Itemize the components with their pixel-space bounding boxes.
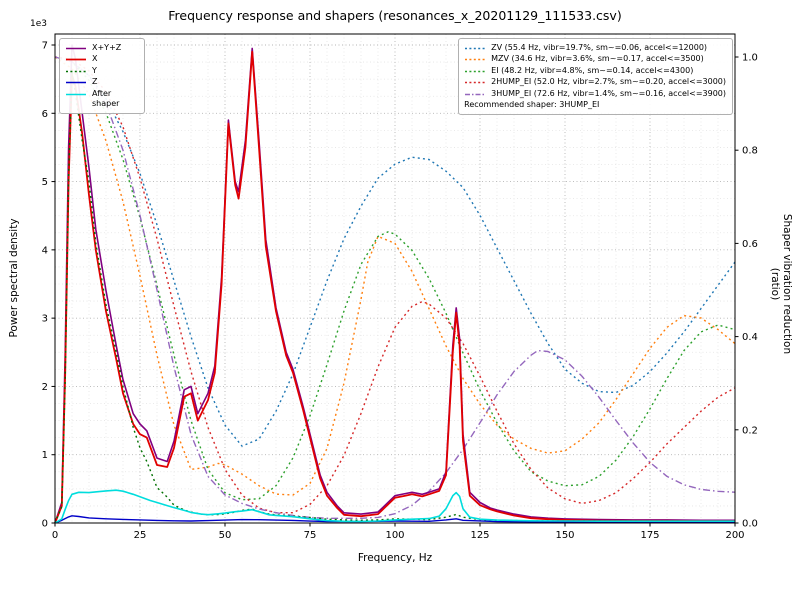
- x-tick-label: 200: [725, 530, 744, 541]
- x-tick-label: 150: [555, 530, 574, 541]
- y-right-tick-label: 0.4: [742, 332, 758, 343]
- series-2hump_ei: [54, 56, 736, 514]
- legend-line-swatch: [465, 59, 486, 61]
- legend-item: X+Y+Z: [65, 43, 138, 53]
- legend-label: Y: [92, 65, 97, 75]
- legend-label: EI (48.2 Hz, vibr=4.8%, sm~=0.14, accel<…: [491, 65, 694, 75]
- x-tick-label: 175: [640, 530, 659, 541]
- legend-item: 3HUMP_EI (72.6 Hz, vibr=1.4%, sm~=0.16, …: [464, 89, 726, 99]
- legend-label: 2HUMP_EI (52.0 Hz, vibr=2.7%, sm~=0.20, …: [491, 77, 726, 87]
- legend-line-swatch: [465, 47, 486, 50]
- legend-item: 2HUMP_EI (52.0 Hz, vibr=2.7%, sm~=0.20, …: [464, 77, 726, 87]
- legend-item: Y: [65, 66, 138, 76]
- y-left-tick-label: 5: [42, 177, 48, 188]
- x-tick-label: 25: [134, 530, 147, 541]
- legend-label: 3HUMP_EI (72.6 Hz, vibr=1.4%, sm~=0.16, …: [491, 88, 726, 98]
- left-axis-offset-label: 1e3: [30, 19, 47, 29]
- legend-label: X+Y+Z: [92, 43, 122, 52]
- legend-item: Z: [65, 77, 138, 87]
- y-right-tick-label: 0.0: [742, 519, 758, 530]
- x-tick-label: 0: [52, 530, 58, 541]
- legend-label: MZV (34.6 Hz, vibr=3.6%, sm~=0.17, accel…: [491, 54, 704, 64]
- x-tick-label: 100: [385, 530, 404, 541]
- y-right-tick-label: 0.2: [742, 425, 758, 436]
- legend-label: Z: [92, 77, 98, 87]
- gridlines-minor: [55, 34, 735, 523]
- y-right-tick-label: 0.6: [742, 239, 758, 250]
- y-left-tick-label: 3: [42, 314, 48, 325]
- legend-line-swatch: [66, 93, 86, 95]
- x-tick-label: 125: [470, 530, 489, 541]
- legend-label: X: [92, 54, 98, 64]
- series-ei: [54, 56, 736, 501]
- series-x: [54, 50, 735, 524]
- y-left-tick-label: 7: [42, 41, 48, 52]
- legend-line-swatch: [465, 70, 486, 72]
- legend-line-swatch: [66, 47, 86, 50]
- y-left-tick-label: 6: [42, 109, 48, 120]
- series-x+y+z: [54, 44, 735, 524]
- legend-line-swatch: [66, 58, 86, 61]
- ticks: [51, 44, 739, 527]
- legend-item: X: [65, 54, 138, 64]
- tick-labels: 0 25 50 75 100 125 150 175 200 0 1 2 3 4 5 6 7 0.0 0.2 0.4 0…: [42, 41, 758, 542]
- series-3hump_ei: [54, 56, 736, 519]
- y-left-tick-label: 1: [42, 450, 48, 461]
- x-axis-label: Frequency, Hz: [357, 552, 433, 564]
- legend-item: EI (48.2 Hz, vibr=4.8%, sm~=0.14, accel<…: [464, 66, 726, 76]
- y-left-tick-label: 0: [42, 519, 48, 530]
- x-tick-label: 75: [304, 530, 317, 541]
- legend-shapers: ZV (55.4 Hz, vibr=19.7%, sm~=0.06, accel…: [458, 38, 733, 116]
- legend-line-swatch: [465, 93, 486, 95]
- legend-note: Recommended shaper: 3HUMP_EI: [464, 99, 600, 109]
- y-right-tick-label: 1.0: [742, 53, 758, 64]
- legend-line-swatch: [465, 81, 486, 84]
- y-left-tick-label: 2: [42, 382, 48, 393]
- legend-item: ZV (55.4 Hz, vibr=19.7%, sm~=0.06, accel…: [464, 43, 726, 53]
- legend-line-swatch: [66, 70, 86, 72]
- series-after-shaper: [54, 489, 735, 524]
- legend-line-swatch: [66, 81, 86, 84]
- legend-label: After shaper: [92, 88, 120, 108]
- x-tick-label: 50: [219, 530, 232, 541]
- y-left-tick-label: 4: [42, 245, 48, 256]
- legend-psd: X+Y+Z X Y Z After shaper: [59, 38, 145, 115]
- legend-label: ZV (55.4 Hz, vibr=19.7%, sm~=0.06, accel…: [491, 43, 708, 52]
- chart-title: Frequency response and shapers (resonanc…: [168, 8, 622, 23]
- series-z: [54, 515, 735, 524]
- legend-item: MZV (34.6 Hz, vibr=3.6%, sm~=0.17, accel…: [464, 54, 726, 64]
- y-right-tick-label: 0.8: [742, 146, 758, 157]
- legend-item: After shaper: [65, 89, 138, 110]
